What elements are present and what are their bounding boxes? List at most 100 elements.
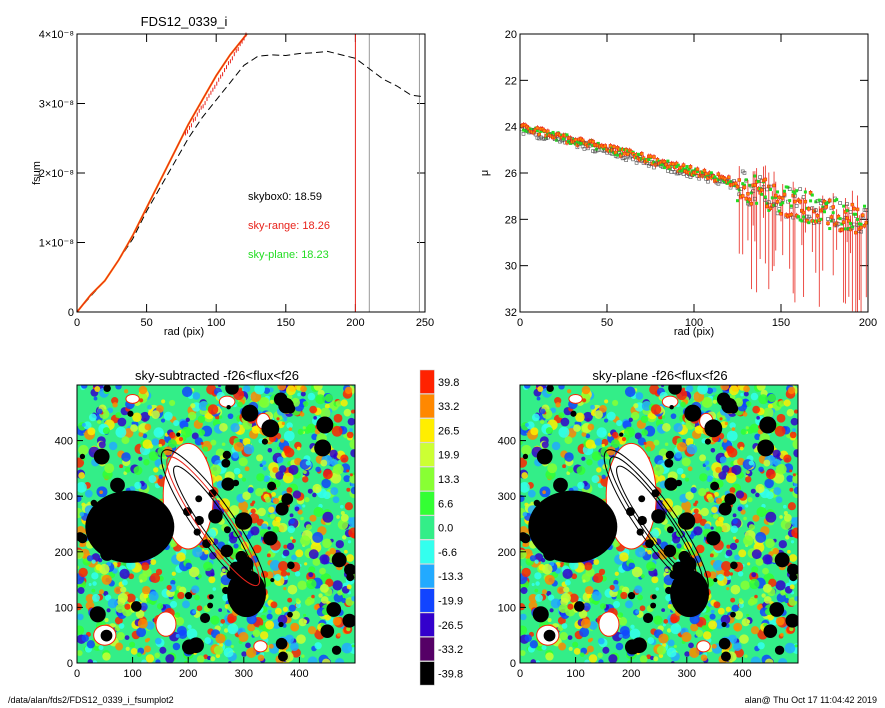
noise-blob — [520, 494, 525, 503]
noise-blob — [269, 399, 274, 404]
noise-blob — [198, 429, 206, 436]
noise-blob — [765, 469, 776, 480]
noise-blob — [78, 444, 89, 456]
noise-blob — [664, 568, 669, 573]
noise-blob — [155, 568, 163, 576]
star-mask — [195, 495, 203, 503]
noise-blob — [257, 654, 265, 662]
noise-blob — [699, 473, 708, 482]
image-y-tick-label: 200 — [498, 547, 516, 559]
noise-blob — [521, 567, 531, 578]
noise-blob — [302, 504, 306, 508]
mu-sky-plane-point — [819, 217, 823, 221]
noise-blob — [731, 464, 742, 475]
noise-blob — [633, 403, 639, 409]
noise-blob — [267, 448, 273, 453]
mu-sky-range-point — [760, 188, 764, 192]
noise-blob — [281, 421, 286, 426]
noise-blob — [601, 474, 606, 479]
colorbar-swatch — [419, 418, 435, 443]
star-mask — [221, 477, 235, 491]
noise-blob — [243, 444, 255, 455]
noise-blob — [779, 632, 784, 637]
noise-blob — [784, 535, 790, 540]
noise-blob — [743, 535, 754, 546]
noise-blob — [196, 605, 203, 612]
noise-blob — [300, 516, 304, 521]
galaxy-aperture-ellipse — [616, 465, 697, 577]
noise-blob — [765, 511, 777, 523]
noise-blob — [153, 467, 159, 473]
noise-blob — [215, 475, 223, 483]
noise-blob — [232, 451, 239, 459]
noise-blob — [240, 541, 250, 551]
noise-blob — [104, 594, 112, 601]
mu-sky-plane-point — [859, 222, 863, 226]
noise-blob — [348, 516, 355, 528]
noise-blob — [279, 465, 287, 473]
star-mask — [222, 586, 230, 595]
noise-blob — [713, 601, 721, 609]
noise-blob — [175, 633, 180, 638]
noise-blob — [587, 638, 592, 643]
noise-blob — [681, 421, 685, 425]
noise-blob — [208, 576, 216, 584]
noise-blob — [585, 433, 591, 439]
mu-skybox-point — [758, 175, 762, 179]
noise-blob — [789, 469, 793, 473]
mu-skybox-point — [521, 131, 526, 136]
noise-blob — [79, 543, 84, 547]
mu-sky-range-point — [772, 183, 776, 188]
noise-blob — [245, 647, 257, 658]
mu-sky-range-point — [753, 183, 757, 187]
noise-blob — [550, 598, 561, 609]
noise-blob — [238, 421, 242, 425]
noise-blob — [660, 385, 665, 388]
noise-blob — [615, 642, 624, 651]
noise-blob — [693, 508, 699, 514]
noise-blob — [672, 505, 683, 516]
star-mask — [220, 544, 234, 558]
noise-blob — [210, 572, 215, 577]
noise-blob — [77, 549, 84, 560]
noise-blob — [792, 428, 797, 433]
noise-blob — [267, 526, 271, 530]
noise-blob — [695, 629, 704, 638]
noise-blob — [793, 409, 798, 414]
noise-blob — [311, 594, 315, 599]
noise-blob — [263, 475, 270, 483]
noise-blob — [151, 438, 160, 446]
mu-sky-range-point — [613, 150, 618, 155]
star-mask — [532, 606, 549, 623]
noise-blob — [755, 492, 760, 498]
noise-blob — [734, 539, 739, 544]
noise-blob — [341, 535, 347, 540]
noise-blob — [175, 616, 185, 626]
noise-blob — [551, 441, 561, 451]
mu-sky-plane-point — [614, 152, 618, 156]
noise-blob — [591, 451, 602, 461]
noise-blob — [267, 514, 271, 518]
noise-blob — [745, 504, 749, 508]
noise-blob — [349, 473, 353, 477]
mu-sky-plane-point — [736, 199, 739, 203]
mu-sky-range-point — [840, 227, 844, 232]
mu-sky-range-point — [622, 152, 627, 156]
mu-sky-range-point — [864, 220, 869, 225]
colorbar: 39.8 33.2 26.5 19.9 13.3 6.6 0.0 -6.6 -13.3 -19.9… — [419, 369, 463, 686]
noise-blob — [282, 549, 290, 557]
mu-y-axis-label: μ — [479, 170, 491, 176]
noise-blob — [681, 632, 692, 643]
noise-blob — [312, 492, 317, 498]
mu-sky-range-point — [854, 230, 858, 235]
noise-blob — [244, 466, 250, 472]
star-mask — [721, 621, 727, 628]
mu-sky-plane-point — [596, 141, 600, 145]
noise-blob — [726, 586, 730, 591]
noise-blob — [705, 487, 710, 492]
noise-blob — [204, 549, 209, 555]
noise-blob — [756, 506, 767, 518]
image-x-tick-label: 0 — [74, 668, 80, 680]
colorbar-swatch — [419, 369, 435, 394]
fsum-y-tick-label: 1×10⁻⁸ — [39, 238, 74, 250]
